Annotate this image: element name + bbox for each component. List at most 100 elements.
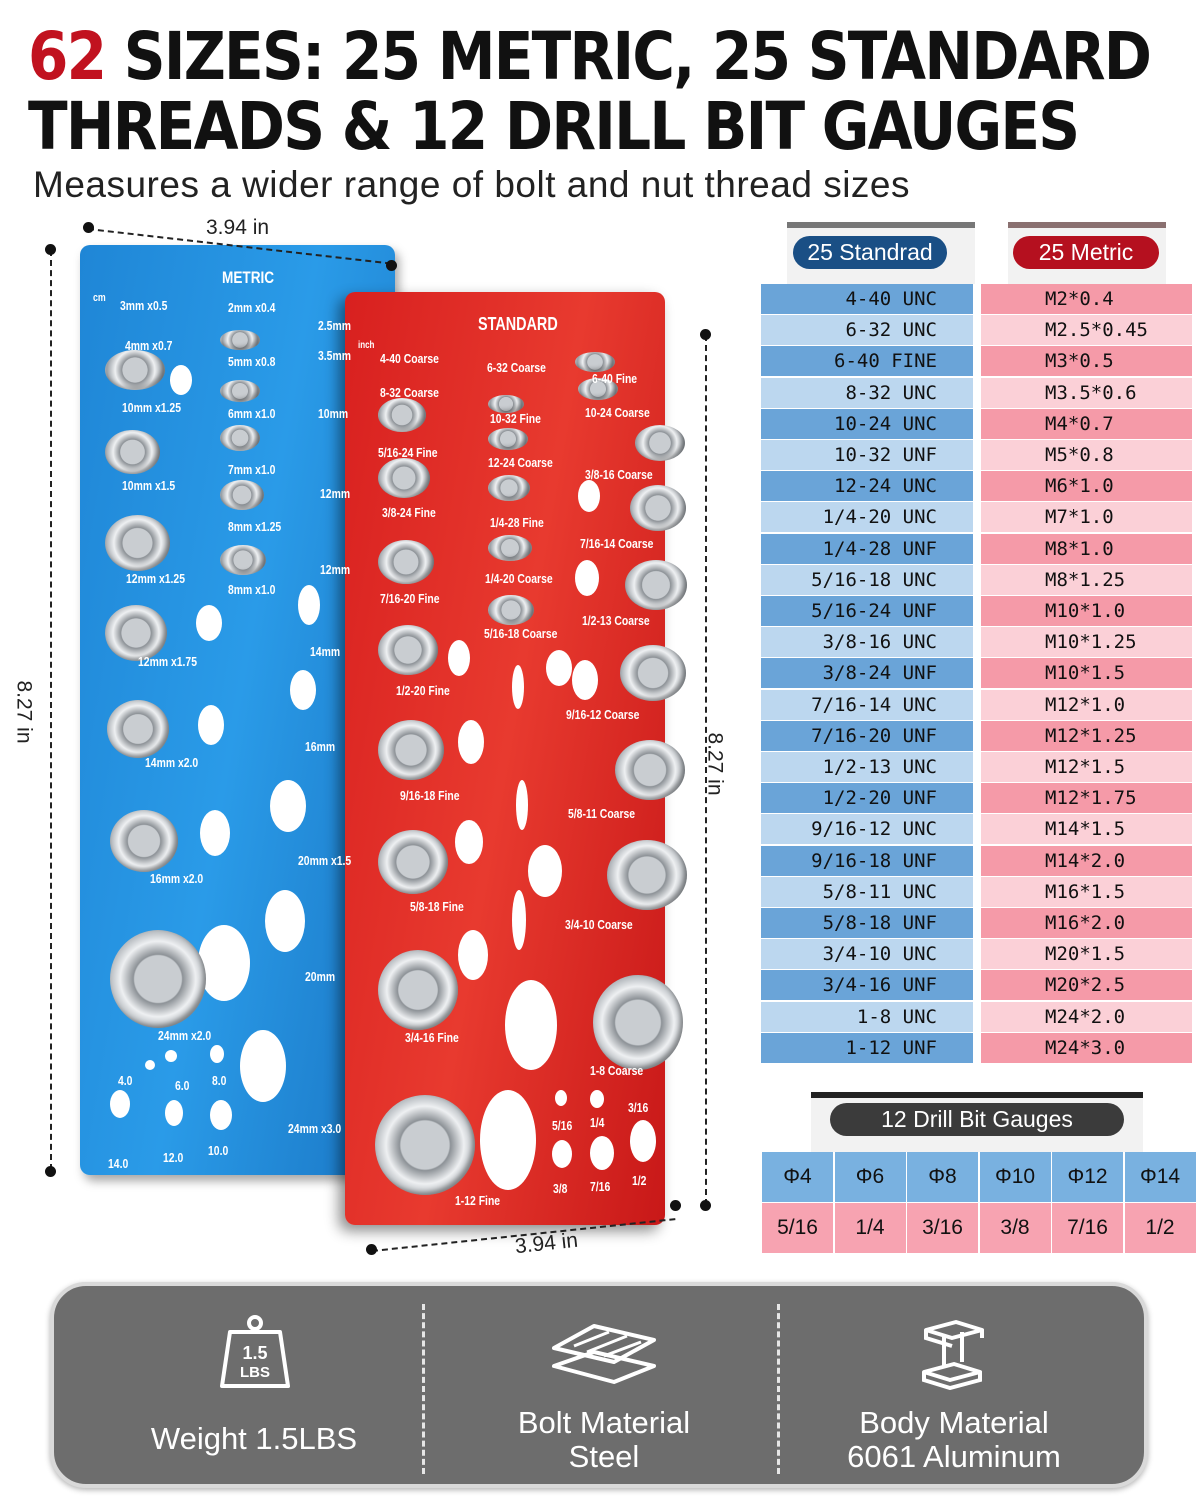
divider: [422, 1304, 425, 1474]
standard-thread-cell: 8-32 UNC: [761, 377, 973, 408]
height-left-label: 8.27 in: [12, 680, 36, 744]
metric-thread-cell: M14*1.5: [981, 814, 1192, 845]
threaded-bolt: [378, 830, 448, 894]
standard-thread-cell: 1/2-13 UNC: [761, 752, 973, 782]
drill-header: 12 Drill Bit Gauges: [830, 1103, 1124, 1136]
standard-size-label: 5/16: [552, 1118, 573, 1133]
metric-thread-cell: M20*1.5: [981, 939, 1192, 970]
standard-thread-cell: 5/16-18 UNC: [761, 564, 973, 595]
metric-size-label: 6.0: [175, 1078, 190, 1093]
threaded-bolt: [375, 1095, 475, 1195]
metric-thread-cell: M24*2.0: [981, 1001, 1192, 1032]
metric-size-label: 14.0: [108, 1156, 129, 1171]
standard-thread-cell: 1/2-20 UNF: [761, 783, 973, 814]
bolt-material: Bolt Material Steel: [434, 1406, 774, 1474]
metric-thread-cell: M8*1.0: [981, 533, 1192, 564]
standard-thread-cell: 3/4-10 UNC: [761, 939, 973, 970]
dimension-dot: [83, 222, 94, 233]
metric-size-label: 24mm x2.0: [158, 1028, 212, 1043]
metric-size-label: 2.5mm: [318, 318, 351, 333]
gauge-hole: [110, 1090, 130, 1118]
gauge-hole: [165, 1100, 183, 1126]
metric-thread-cell: M4*0.7: [981, 408, 1192, 439]
metric-thread-cell: M5*0.8: [981, 440, 1192, 470]
metric-header: 25 Metric: [1013, 236, 1159, 269]
threaded-bolt: [378, 720, 444, 780]
standard-size-label: 6-40 Fine: [592, 371, 638, 386]
gauge-hole: [455, 820, 483, 864]
threaded-bolt: [220, 425, 260, 451]
metric-thread-cell: M2.5*0.45: [981, 315, 1192, 346]
dimension-dot: [700, 329, 711, 340]
standard-thread-cell: 10-24 UNC: [761, 408, 973, 439]
threaded-bolt: [607, 840, 687, 910]
standard-size-label: 1/4-20 Coarse: [485, 571, 553, 586]
standard-thread-cell: 10-32 UNF: [761, 440, 973, 470]
gauge-hole: [265, 890, 305, 952]
drill-imperial-cell: 5/16: [762, 1203, 833, 1253]
threaded-bolt: [635, 425, 685, 461]
drill-imperial-cell: 3/8: [979, 1203, 1051, 1253]
metric-thread-cell: M3*0.5: [981, 346, 1192, 377]
height-right-label: 8.27 in: [703, 732, 727, 796]
standard-thread-cell: 6-40 FINE: [761, 346, 973, 377]
threaded-bolt: [220, 545, 266, 575]
gauge-hole: [448, 640, 470, 676]
metric-size-label: 4mm x0.7: [125, 338, 173, 353]
weight-icon: 1.5 LBS: [220, 1315, 290, 1388]
threaded-bolt: [488, 395, 524, 413]
metric-size-label: 8mm x1.0: [228, 582, 276, 597]
standard-size-label: 10-24 Coarse: [585, 405, 650, 420]
features-panel: 1.5 LBS Weight 1.5LBS Bolt Material Steel…: [50, 1282, 1148, 1488]
weight-icon-unit: LBS: [240, 1364, 270, 1381]
body-material: Body Material 6061 Aluminum: [784, 1406, 1124, 1474]
gauge-hole: [270, 780, 306, 832]
standard-thread-cell: 3/4-16 UNF: [761, 970, 973, 1001]
metric-size-label: 10mm x1.5: [122, 478, 176, 493]
standard-thread-cell: 5/8-11 UNC: [761, 876, 973, 907]
metric-size-label: 12mm: [320, 486, 351, 501]
dimension-line-right: [705, 335, 707, 1205]
standard-header: 25 Standrad: [793, 236, 947, 269]
threaded-bolt: [488, 428, 528, 450]
standard-thread-cell: 7/16-14 UNC: [761, 689, 973, 720]
threaded-bolt: [593, 975, 683, 1070]
metric-size-label: 3mm x0.5: [120, 298, 168, 313]
standard-thread-cell: 1-12 UNF: [761, 1032, 973, 1063]
gauge-hole: [512, 665, 524, 709]
metric-size-label: 8.0: [212, 1073, 227, 1088]
gauge-hole: [298, 585, 320, 625]
drill-imperial-cell: 7/16: [1052, 1203, 1123, 1253]
standard-size-label: 1/2: [632, 1173, 647, 1188]
threaded-bolt: [488, 535, 532, 561]
threaded-bolt: [575, 352, 615, 372]
metric-thread-cell: M16*1.5: [981, 876, 1192, 907]
metric-size-label: 10.0: [208, 1143, 229, 1158]
threaded-bolt: [378, 950, 458, 1030]
threaded-bolt: [105, 515, 170, 571]
drill-metric-cell: Φ4: [762, 1152, 833, 1202]
divider: [777, 1304, 780, 1474]
threaded-bolt: [488, 475, 530, 501]
standard-thread-cell: 9/16-12 UNC: [761, 814, 973, 845]
gauge-hole: [590, 1136, 614, 1170]
metric-size-label: 24mm x3.0: [288, 1121, 342, 1136]
threaded-bolt: [110, 810, 178, 872]
drill-imperial-cell: 1/4: [834, 1203, 906, 1253]
metric-size-label: 20mm: [305, 969, 336, 984]
gauge-hole: [145, 1060, 155, 1070]
dimension-dot: [366, 1244, 377, 1255]
metric-thread-cell: M16*2.0: [981, 908, 1192, 938]
standard-size-label: 5/16-18 Coarse: [484, 626, 558, 641]
metric-thread-cell: M7*1.0: [981, 502, 1192, 533]
dimension-dot: [45, 244, 56, 255]
metric-thread-cell: M12*1.5: [981, 752, 1192, 782]
bolt-material-label: Bolt Material: [517, 1405, 691, 1440]
metric-size-label: 7mm x1.0: [228, 462, 276, 477]
metric-size-label: 14mm: [310, 644, 341, 659]
standard-thread-cell: 6-32 UNC: [761, 315, 973, 346]
threaded-bolt: [488, 595, 534, 625]
threaded-bolt: [620, 645, 686, 701]
gauge-hole: [198, 705, 224, 745]
standard-size-label: 7/16-20 Fine: [380, 591, 440, 606]
